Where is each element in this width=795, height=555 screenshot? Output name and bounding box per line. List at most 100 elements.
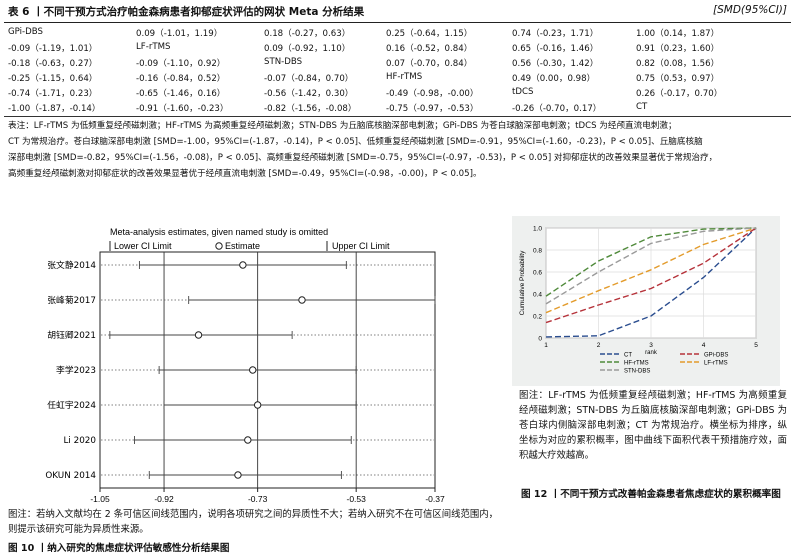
table-cell: 1.00（0.14，1.87） bbox=[636, 29, 720, 39]
y-tick-label: 0.2 bbox=[533, 314, 542, 321]
table-cell: 0.07（-0.70，0.84） bbox=[386, 59, 473, 69]
table-cell: -0.65（-1.46，0.16） bbox=[136, 89, 226, 99]
study-label: 任虹宇2024 bbox=[47, 399, 96, 411]
study-label: 胡钰卿2021 bbox=[47, 329, 96, 341]
plot-frame bbox=[99, 251, 436, 489]
x-tick-label: -0.37 bbox=[425, 494, 445, 504]
legend-label: CT bbox=[624, 352, 632, 358]
table-cell: 0.18（-0.27，0.63） bbox=[264, 29, 351, 39]
series-line bbox=[545, 227, 757, 305]
table-top-rule bbox=[4, 22, 791, 23]
y-tick-label: 0 bbox=[538, 336, 542, 343]
x-tick-label: 4 bbox=[702, 342, 706, 349]
study-label: 李学2023 bbox=[56, 364, 96, 376]
figure10-caption: 图注：若纳入文献均在 2 条可信区间线范围内，说明各项研究之间的异质性不大；若纳… bbox=[8, 509, 499, 535]
table-cell: -0.74（-1.71，0.23） bbox=[8, 89, 98, 99]
table-cell: HF-rTMS bbox=[386, 72, 423, 82]
legend-estimate-label: Estimate bbox=[225, 241, 260, 251]
estimate-point bbox=[253, 401, 262, 409]
table-cell: CT bbox=[636, 102, 648, 112]
table-note: 表注：LF-rTMS 为低频重复经颅磁刺激；HF-rTMS 为高频重复经颅磁刺激… bbox=[8, 118, 788, 182]
table-cell: STN-DBS bbox=[264, 57, 303, 67]
series-line bbox=[545, 227, 757, 314]
table-cell: 0.74（-0.23，1.71） bbox=[512, 29, 599, 39]
table-bottom-rule bbox=[4, 116, 791, 117]
y-tick-label: 0.8 bbox=[533, 248, 542, 255]
y-tick-label: 1.0 bbox=[533, 226, 542, 233]
estimate-point bbox=[234, 471, 242, 479]
study-label: 张文静2014 bbox=[47, 259, 96, 271]
table-note-line: 高频重复经颅磁刺激对抑郁症状的改善效果显著优于经颅直流电刺激 [SMD=-0.4… bbox=[8, 169, 482, 179]
table-cell: 0.25（-0.64，1.15） bbox=[386, 29, 473, 39]
table-cell: -0.07（-0.84，0.70） bbox=[264, 74, 354, 84]
x-axis-label: rank bbox=[645, 350, 658, 356]
table-cell: -1.00（-1.87，-0.14） bbox=[8, 104, 101, 114]
series-line bbox=[545, 227, 757, 297]
table-cell: -0.26（-0.70，0.17） bbox=[512, 104, 602, 114]
table-cell: -0.25（-1.15，0.64） bbox=[8, 74, 98, 84]
table-cell: -0.09（-1.10，0.92） bbox=[136, 59, 226, 69]
x-tick-label: 1 bbox=[544, 342, 548, 349]
figure12-caption: 图注：LF-rTMS 为低频重复经颅磁刺激；HF-rTMS 为高频重复经颅磁刺激… bbox=[519, 390, 787, 461]
table-title: 表 6 丨不同干预方式治疗帕金森病患者抑郁症状评估的网状 Meta 分析结果 bbox=[8, 6, 365, 18]
table-note-line: CT 为常规治疗。苍白球脑深部电刺激 [SMD=-1.00，95%CI=(-1.… bbox=[8, 137, 703, 147]
y-axis-label: Cumulative Probability bbox=[519, 250, 526, 315]
estimate-point bbox=[244, 436, 252, 444]
table-cell: 0.26（-0.17，0.70） bbox=[636, 89, 723, 99]
table-unit: [SMD(95%CI)] bbox=[713, 4, 787, 16]
table-cell: tDCS bbox=[512, 87, 534, 97]
table-cell: 0.16（-0.52，0.84） bbox=[386, 44, 473, 54]
table-cell: -0.75（-0.97，-0.53） bbox=[386, 104, 479, 114]
table-cell: 0.82（0.08，1.56） bbox=[636, 59, 720, 69]
estimate-point bbox=[249, 366, 257, 374]
study-label: 张峰菊2017 bbox=[47, 295, 96, 306]
table-cell: 0.09（-1.01，1.19） bbox=[136, 29, 223, 39]
estimate-point bbox=[194, 331, 203, 339]
legend-label: GPi-DBS bbox=[704, 352, 728, 358]
table-cell: 0.75（0.53，0.97） bbox=[636, 74, 720, 84]
legend-lower-label: Lower CI Limit bbox=[114, 241, 172, 251]
x-tick-label: 5 bbox=[754, 342, 758, 349]
cumulative-probability-chart: 0 0.2 0.4 0.6 0.8 1.0 1 2 3 4 5 rank Cumulative Prob… bbox=[519, 226, 758, 375]
plot-title: Meta-analysis estimates, given named stu… bbox=[110, 227, 328, 237]
x-tick-label: -0.73 bbox=[248, 494, 268, 504]
table-cell: -0.18（-0.63，0.27） bbox=[8, 59, 98, 69]
legend-label: LF-rTMS bbox=[704, 360, 728, 366]
table-cell: GPi-DBS bbox=[8, 27, 43, 37]
table-cell: -0.16（-0.84，0.52） bbox=[136, 74, 226, 84]
table-cell: 0.49（0.00，0.98） bbox=[512, 74, 596, 84]
legend-label: STN-DBS bbox=[624, 368, 650, 374]
table-note-line: 表注：LF-rTMS 为低频重复经颅磁刺激；HF-rTMS 为高频重复经颅磁刺激… bbox=[8, 121, 677, 131]
legend-label: HF-rTMS bbox=[624, 360, 649, 366]
table-cell: -0.91（-1.60，-0.23） bbox=[136, 104, 229, 114]
table-cell: 0.91（0.23，1.60） bbox=[636, 44, 720, 54]
y-tick-label: 0.4 bbox=[533, 292, 542, 299]
y-tick-label: 0.6 bbox=[533, 270, 542, 277]
study-label: Li 2020 bbox=[63, 436, 96, 446]
x-tick-label: 2 bbox=[597, 342, 601, 349]
x-tick-label: -1.05 bbox=[90, 494, 110, 504]
table-cell: 0.09（-0.92，1.10） bbox=[264, 44, 351, 54]
figure12-title: 图 12 丨不同干预方式改善帕金森患者焦虑症状的累积概率图 bbox=[521, 489, 781, 500]
table-cell: 0.56（-0.30，1.42） bbox=[512, 59, 599, 69]
figure10-title: 图 10 丨纳入研究的焦虑症状评估敏感性分析结果图 bbox=[8, 543, 230, 554]
sensitivity-plot: Meta-analysis estimates, given named stu… bbox=[45, 227, 445, 504]
study-label: OKUN 2014 bbox=[45, 471, 96, 481]
table-cell: -0.49（-0.98，-0.00） bbox=[386, 89, 479, 99]
estimate-point bbox=[239, 261, 247, 269]
estimate-point bbox=[298, 296, 306, 304]
table-note-line: 深部电刺激 [SMD=-0.82，95%CI=(-1.56，-0.08)，P <… bbox=[8, 153, 718, 163]
table-cell: -0.09（-1.19，1.01） bbox=[8, 44, 98, 54]
legend-estimate-marker bbox=[215, 242, 223, 250]
legend-upper-label: Upper CI Limit bbox=[332, 241, 390, 251]
table-cell: 0.65（-0.16，1.46） bbox=[512, 44, 599, 54]
cumulative-plot-panel: 0 0.2 0.4 0.6 0.8 1.0 1 2 3 4 5 rank Cumulative Prob… bbox=[512, 216, 780, 386]
table-cell: LF-rTMS bbox=[136, 42, 171, 52]
x-tick-label: -0.92 bbox=[154, 494, 174, 504]
series-line bbox=[545, 227, 757, 324]
x-tick-label: -0.53 bbox=[346, 494, 366, 504]
table-cell: -0.56（-1.42，0.30） bbox=[264, 89, 354, 99]
series-line bbox=[545, 227, 757, 338]
table-cell: -0.82（-1.56，-0.08） bbox=[264, 104, 357, 114]
network-meta-table: GPi-DBS 0.09（-1.01，1.19） 0.18（-0.27，0.63） 0… bbox=[0, 24, 795, 116]
